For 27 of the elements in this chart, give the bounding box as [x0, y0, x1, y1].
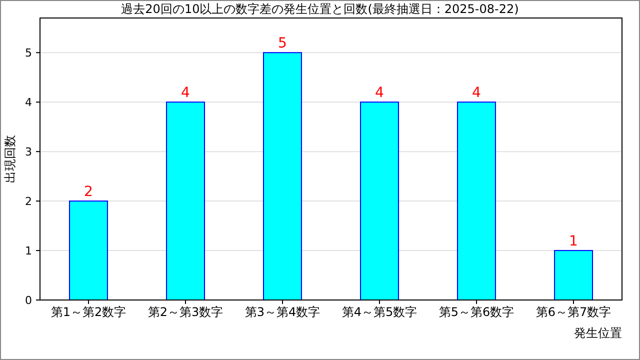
- data-label: 4: [375, 85, 384, 102]
- bar: [360, 102, 399, 300]
- data-label: 4: [472, 85, 482, 102]
- y-tick-label: 5: [25, 46, 32, 60]
- bar: [457, 102, 496, 300]
- y-tick-label: 1: [25, 244, 32, 258]
- y-tick-label: 0: [25, 294, 32, 307]
- data-label: 4: [181, 85, 190, 102]
- bar: [69, 200, 108, 300]
- y-tick-label: 4: [25, 96, 32, 110]
- x-tick-label: 第1～第2数字: [50, 305, 126, 319]
- y-tick-label: 2: [25, 195, 32, 208]
- data-label: 2: [84, 184, 93, 200]
- data-label: 1: [569, 234, 578, 250]
- data-label: 5: [278, 36, 287, 52]
- bar: [263, 52, 302, 300]
- bar: [554, 250, 593, 300]
- chart-title: 過去20回の10以上の数字差の発生位置と回数(最終抽選日：2025-08-22): [121, 2, 519, 16]
- x-tick-label: 第3～第4数字: [244, 305, 320, 319]
- x-axis-title: 発生位置: [574, 326, 622, 340]
- bar: [166, 102, 205, 300]
- x-tick-label: 第4～第5数字: [342, 305, 418, 319]
- y-axis-title: 出現回数: [3, 135, 17, 183]
- x-tick-label: 第2～第3数字: [148, 305, 224, 319]
- y-tick-label: 3: [25, 146, 32, 159]
- x-tick-label: 第6～第7数字: [536, 305, 612, 319]
- x-tick-label: 第5～第6数字: [438, 305, 514, 319]
